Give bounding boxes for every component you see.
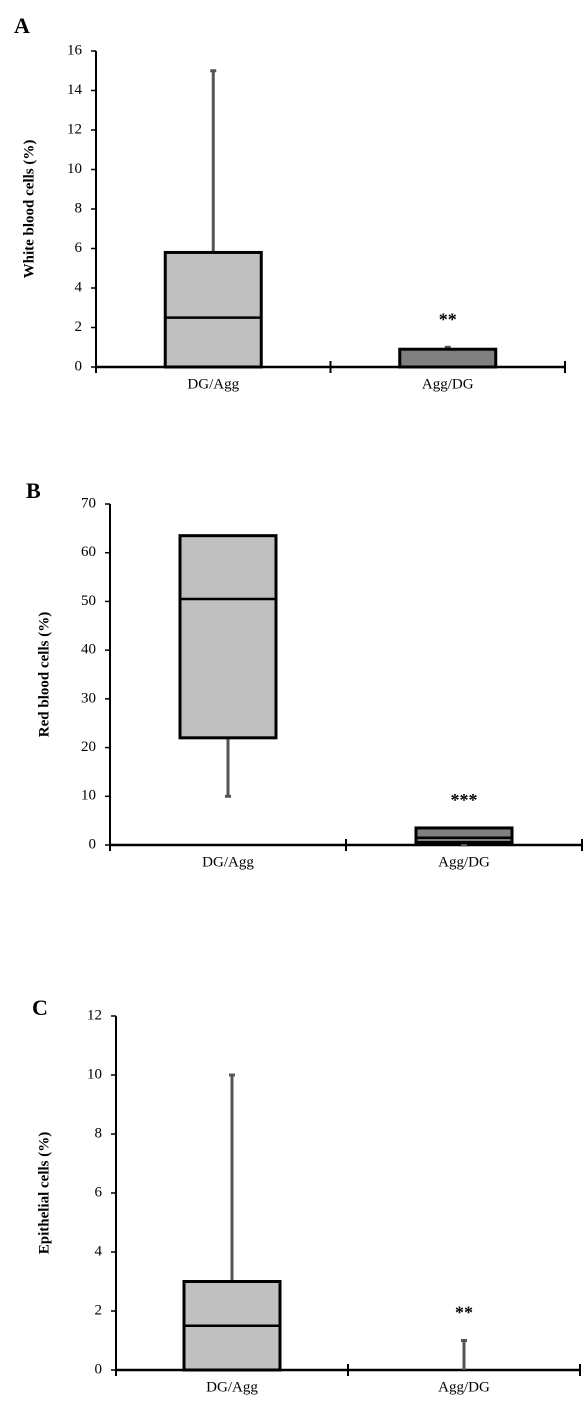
y-axis-label: Red blood cells (%) — [36, 612, 52, 737]
y-tick-label: 0 — [89, 836, 97, 852]
x-tick-label: DG/Agg — [187, 376, 239, 392]
box — [163, 250, 263, 369]
y-tick-label: 50 — [81, 593, 96, 609]
box — [414, 826, 514, 845]
y-tick-label: 4 — [75, 279, 83, 295]
panel-label: B — [26, 478, 41, 503]
y-tick-label: 30 — [81, 690, 96, 706]
y-tick-label: 0 — [95, 1361, 103, 1377]
y-axis-label: White blood cells (%) — [21, 140, 37, 279]
y-tick-label: 8 — [95, 1125, 103, 1141]
y-tick-label: 0 — [75, 358, 83, 374]
y-tick-label: 16 — [67, 42, 83, 58]
x-tick-label: DG/Agg — [206, 1379, 258, 1395]
y-tick-label: 12 — [67, 121, 82, 137]
y-tick-label: 70 — [81, 495, 96, 511]
y-axis-label: Epithelial cells (%) — [36, 1132, 52, 1255]
y-tick-label: 10 — [87, 1066, 102, 1082]
y-tick-label: 2 — [75, 319, 83, 335]
significance-label: ** — [439, 309, 457, 329]
y-tick-label: 60 — [81, 544, 96, 560]
y-tick-label: 20 — [81, 739, 96, 755]
panel-label: C — [32, 995, 48, 1020]
x-tick-label: DG/Agg — [202, 854, 254, 870]
y-tick-label: 2 — [95, 1302, 103, 1318]
x-tick-label: Agg/DG — [438, 854, 490, 870]
y-tick-label: 6 — [95, 1184, 103, 1200]
y-tick-label: 10 — [81, 788, 96, 804]
significance-label: ** — [455, 1303, 473, 1323]
y-tick-label: 10 — [67, 161, 82, 177]
y-tick-label: 14 — [67, 82, 83, 98]
y-tick-label: 40 — [81, 642, 96, 658]
box — [398, 347, 498, 369]
box — [178, 534, 278, 740]
x-tick-label: Agg/DG — [438, 1379, 490, 1395]
y-tick-label: 12 — [87, 1007, 102, 1023]
y-tick-label: 6 — [75, 240, 83, 256]
y-tick-label: 8 — [75, 200, 83, 216]
panel-label: A — [14, 13, 30, 38]
x-tick-label: Agg/DG — [422, 376, 474, 392]
significance-label: *** — [451, 790, 478, 810]
y-tick-label: 4 — [95, 1243, 103, 1259]
